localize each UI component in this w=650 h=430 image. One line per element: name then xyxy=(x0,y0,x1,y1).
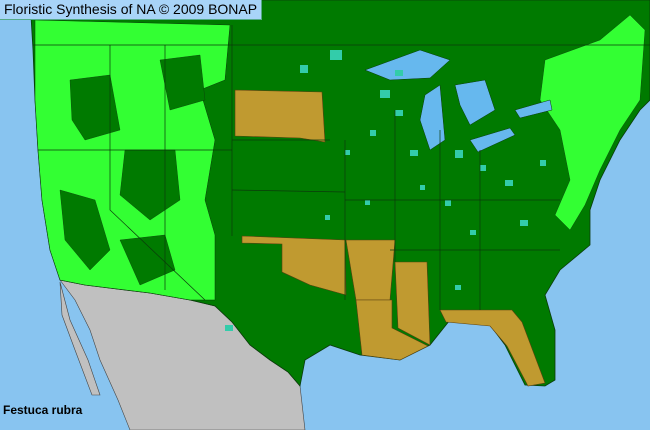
louisiana xyxy=(355,299,429,361)
south-dakota xyxy=(234,89,326,143)
map-title: Floristic Synthesis of NA © 2009 BONAP xyxy=(0,0,263,20)
species-label: Festuca rubra xyxy=(3,403,83,417)
state-borders xyxy=(33,25,650,310)
gold-states xyxy=(234,89,546,387)
great-lakes xyxy=(364,49,553,153)
florida xyxy=(439,309,546,387)
eastern-county-presence xyxy=(539,14,646,231)
teal-county-dots xyxy=(225,50,546,331)
western-absent-patches xyxy=(59,54,206,286)
mississippi xyxy=(394,261,431,346)
